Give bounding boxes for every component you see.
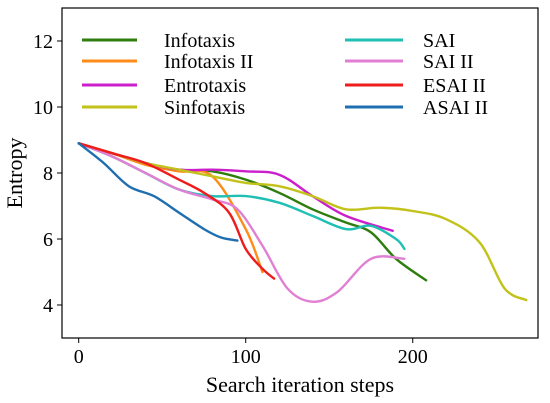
- legend-label: SAI: [423, 30, 455, 52]
- legend-label: Sinfotaxis: [164, 97, 245, 119]
- series-line-esai-ii: [77, 142, 276, 280]
- plot-frame: [61, 7, 539, 339]
- x-tick-label: 100: [231, 346, 261, 368]
- y-axis-label: Entropy: [2, 138, 27, 209]
- y-tick-label: 6: [43, 229, 53, 251]
- legend-label: SAI II: [423, 51, 474, 73]
- legend-label: Infotaxis II: [164, 51, 253, 73]
- x-tick-label: 0: [74, 346, 84, 368]
- legend-label: Infotaxis: [164, 30, 235, 52]
- legend-label: ESAI II: [423, 75, 486, 97]
- y-tick-label: 10: [33, 97, 53, 119]
- series-line-sai-ii: [77, 142, 406, 303]
- series-lines: [77, 142, 528, 303]
- axis-ticks: 0 100 200 4 6 8 10 12: [33, 31, 428, 368]
- legend-label: Entrotaxis: [164, 75, 246, 97]
- series-line-asai-ii: [77, 142, 239, 242]
- x-tick-label: 200: [398, 346, 428, 368]
- y-tick-label: 4: [43, 295, 53, 317]
- series-line-sinfotaxis: [77, 142, 528, 302]
- y-tick-label: 8: [43, 163, 53, 185]
- x-axis-label: Search iteration steps: [206, 372, 394, 397]
- y-tick-label: 12: [33, 31, 53, 53]
- legend-label: ASAI II: [423, 97, 488, 119]
